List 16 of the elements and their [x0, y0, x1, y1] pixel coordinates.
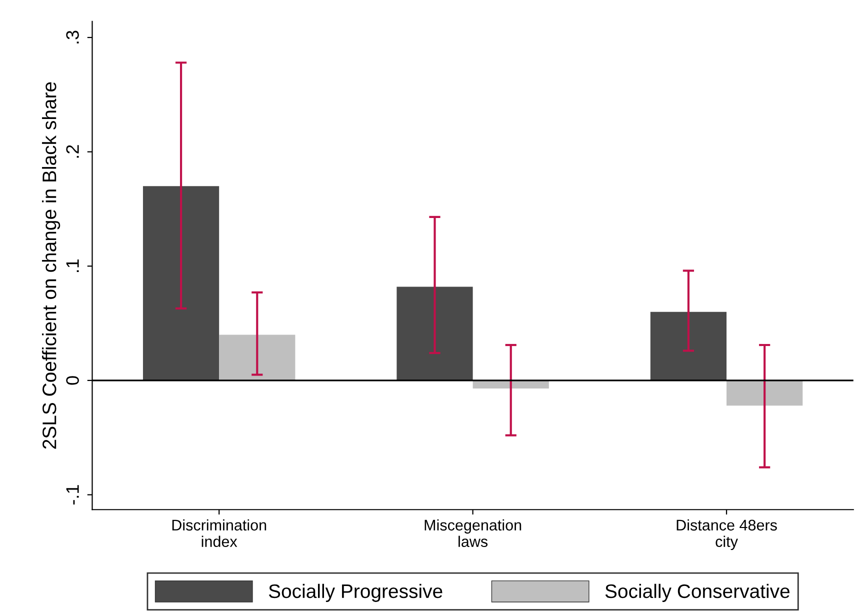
y-tick-label: .2: [66, 145, 79, 158]
bar: [650, 312, 727, 380]
x-tick-label: Discrimination index: [172, 519, 266, 548]
y-axis-title: 2SLS Coefficient on change in Black share: [42, 82, 60, 449]
x-tick-label: Miscegenation laws: [424, 519, 522, 548]
y-tick-label: .1: [66, 259, 79, 272]
x-tick-label: Distance 48ers city: [676, 519, 777, 550]
bar: [726, 380, 803, 406]
bar: [142, 186, 220, 380]
legend-label: Socially Conservative: [605, 584, 790, 602]
y-tick-label: -.1: [66, 485, 79, 504]
y-tick-label: 0: [66, 376, 79, 385]
bar: [396, 286, 473, 380]
bar: [219, 334, 296, 380]
legend-label: Socially Progressive: [268, 584, 442, 602]
y-tick-label: .3: [66, 30, 79, 44]
